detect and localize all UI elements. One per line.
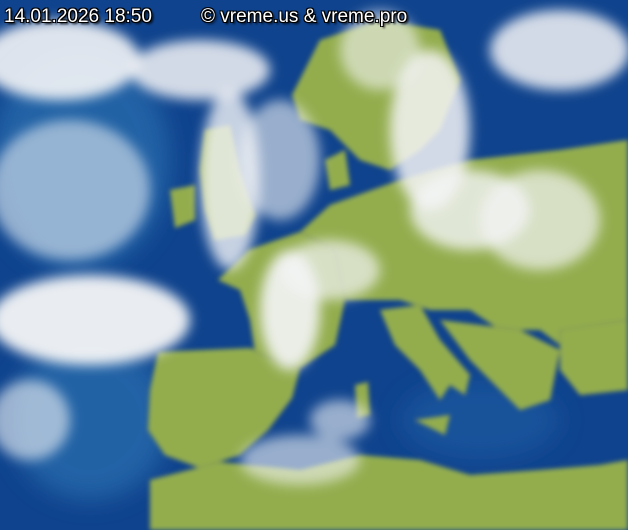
denmark <box>324 149 351 191</box>
balkans <box>439 319 561 411</box>
sicily <box>414 414 451 436</box>
italy <box>379 304 471 401</box>
turkey <box>559 319 628 396</box>
timestamp-label: 14.01.2026 18:50 <box>4 6 152 27</box>
ireland <box>169 184 196 229</box>
copyright-label: © vreme.us & vreme.pro <box>201 6 408 27</box>
clouds <box>0 10 628 485</box>
